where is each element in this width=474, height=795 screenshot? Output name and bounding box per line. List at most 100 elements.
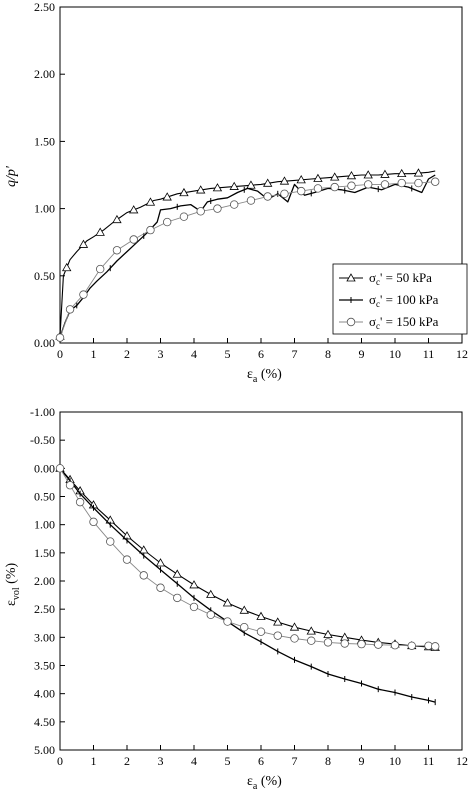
y-tick-label: 4.50 [34,715,55,729]
data-point-triangle [296,175,306,184]
x-tick-label: 11 [423,347,435,361]
data-point-circle [431,642,440,651]
legend-entry: σc' = 50 kPa [339,270,432,287]
data-point-triangle [229,181,239,190]
legend-label: σc' = 50 kPa [369,270,432,287]
data-point-circle [95,264,105,274]
legend-label-main: σ [369,292,376,307]
data-point-triangle [95,227,105,236]
data-point-triangle [189,580,199,589]
legend-label-sub: c [376,299,380,309]
legend-marker-triangle [346,273,356,282]
data-point-circle [112,246,122,255]
legend-entry: σc' = 150 kPa [339,314,439,331]
data-point-circle [357,639,366,649]
y-tick-label: 0.50 [34,269,55,283]
series-0 [55,463,440,651]
series-line-plus [59,174,436,341]
x-axis-label-unit: (%) [257,774,282,789]
y-tick-label: 0.00 [34,336,55,350]
x-tick-label: 4 [191,347,197,361]
data-point-triangle [279,176,290,185]
x-tick-label: 5 [225,754,231,768]
legend-label-rest: ' = 50 kPa [380,270,432,285]
x-tick-label: 12 [456,754,468,768]
data-point-triangle [363,170,373,179]
y-tick-label: 1.00 [34,518,55,532]
data-point-triangle [313,173,323,182]
y-tick-label: 0.50 [34,490,55,504]
data-point-circle [280,189,289,199]
data-point-triangle [212,183,223,192]
data-point-triangle [206,589,216,598]
y-tick-label: 2.50 [34,0,55,14]
x-tick-label: 8 [325,347,331,361]
y-tick-label: 3.50 [34,659,55,673]
data-point-circle [273,631,282,640]
data-point-circle [431,177,440,186]
data-point-circle [156,583,165,592]
data-point-circle [189,602,199,612]
data-point-triangle [330,172,340,181]
x-tick-label: 4 [191,754,197,768]
y-tick-label: 1.00 [34,202,55,216]
data-point-triangle [306,626,316,635]
data-point-circle [173,593,182,603]
y-tick-label: 4.00 [34,687,55,701]
data-point-circle [307,636,316,645]
x-tick-label: 7 [292,347,298,361]
x-tick-label: 12 [456,347,468,361]
legend-label-sub: c [376,277,380,287]
y-tick-label: -1.00 [30,405,55,419]
legend-label: σc' = 100 kPa [369,292,439,309]
x-tick-label: 2 [124,754,130,768]
x-axis-label-sub: a [253,781,258,792]
x-axis-label-sub: a [253,374,258,385]
data-point-triangle [239,605,249,614]
data-point-circle [75,497,85,507]
data-point-circle [297,186,306,196]
data-point-circle [122,555,132,564]
data-point-triangle [380,169,390,178]
data-point-circle [330,182,339,192]
x-tick-label: 6 [258,754,264,768]
data-point-circle [263,192,272,201]
data-point-circle [213,204,222,213]
data-point-circle [340,639,349,648]
x-tick-label: 9 [359,347,365,361]
data-point-circle [414,178,423,188]
data-point-circle [374,640,383,649]
data-point-triangle [129,205,139,214]
data-point-circle [246,196,256,205]
series-2 [55,177,440,342]
x-tick-label: 3 [158,754,164,768]
chart-volumetric-strain: 0 1 2 3 4 5 6 7 8 9 10 11 12-1.00-0.500.000.501.001.… [4,405,468,792]
x-tick-label: 8 [325,754,331,768]
legend-label-main: σ [369,270,376,285]
x-axis-label-unit: (%) [257,367,282,382]
x-axis-label-main: ε [247,367,253,382]
data-point-triangle [155,558,166,567]
data-point-triangle [112,214,122,224]
data-point-circle [196,207,205,216]
data-point-circle [364,180,373,189]
x-tick-label: 6 [258,347,264,361]
data-point-triangle [256,611,266,620]
plot-frame [59,411,463,751]
data-point-circle [223,617,232,626]
data-point-circle [55,464,65,473]
data-point-circle [407,641,416,650]
legend-label-main: σ [369,314,376,329]
x-tick-label: 0 [57,347,63,361]
data-point-circle [206,610,215,619]
y-axis-label-unit: (%) [4,563,19,588]
data-point-circle [397,178,406,188]
data-point-circle [89,517,98,527]
x-tick-label: 7 [292,754,298,768]
data-point-circle [179,212,189,221]
data-point-triangle [145,197,156,206]
data-point-circle [347,181,356,190]
data-point-triangle [172,569,182,578]
